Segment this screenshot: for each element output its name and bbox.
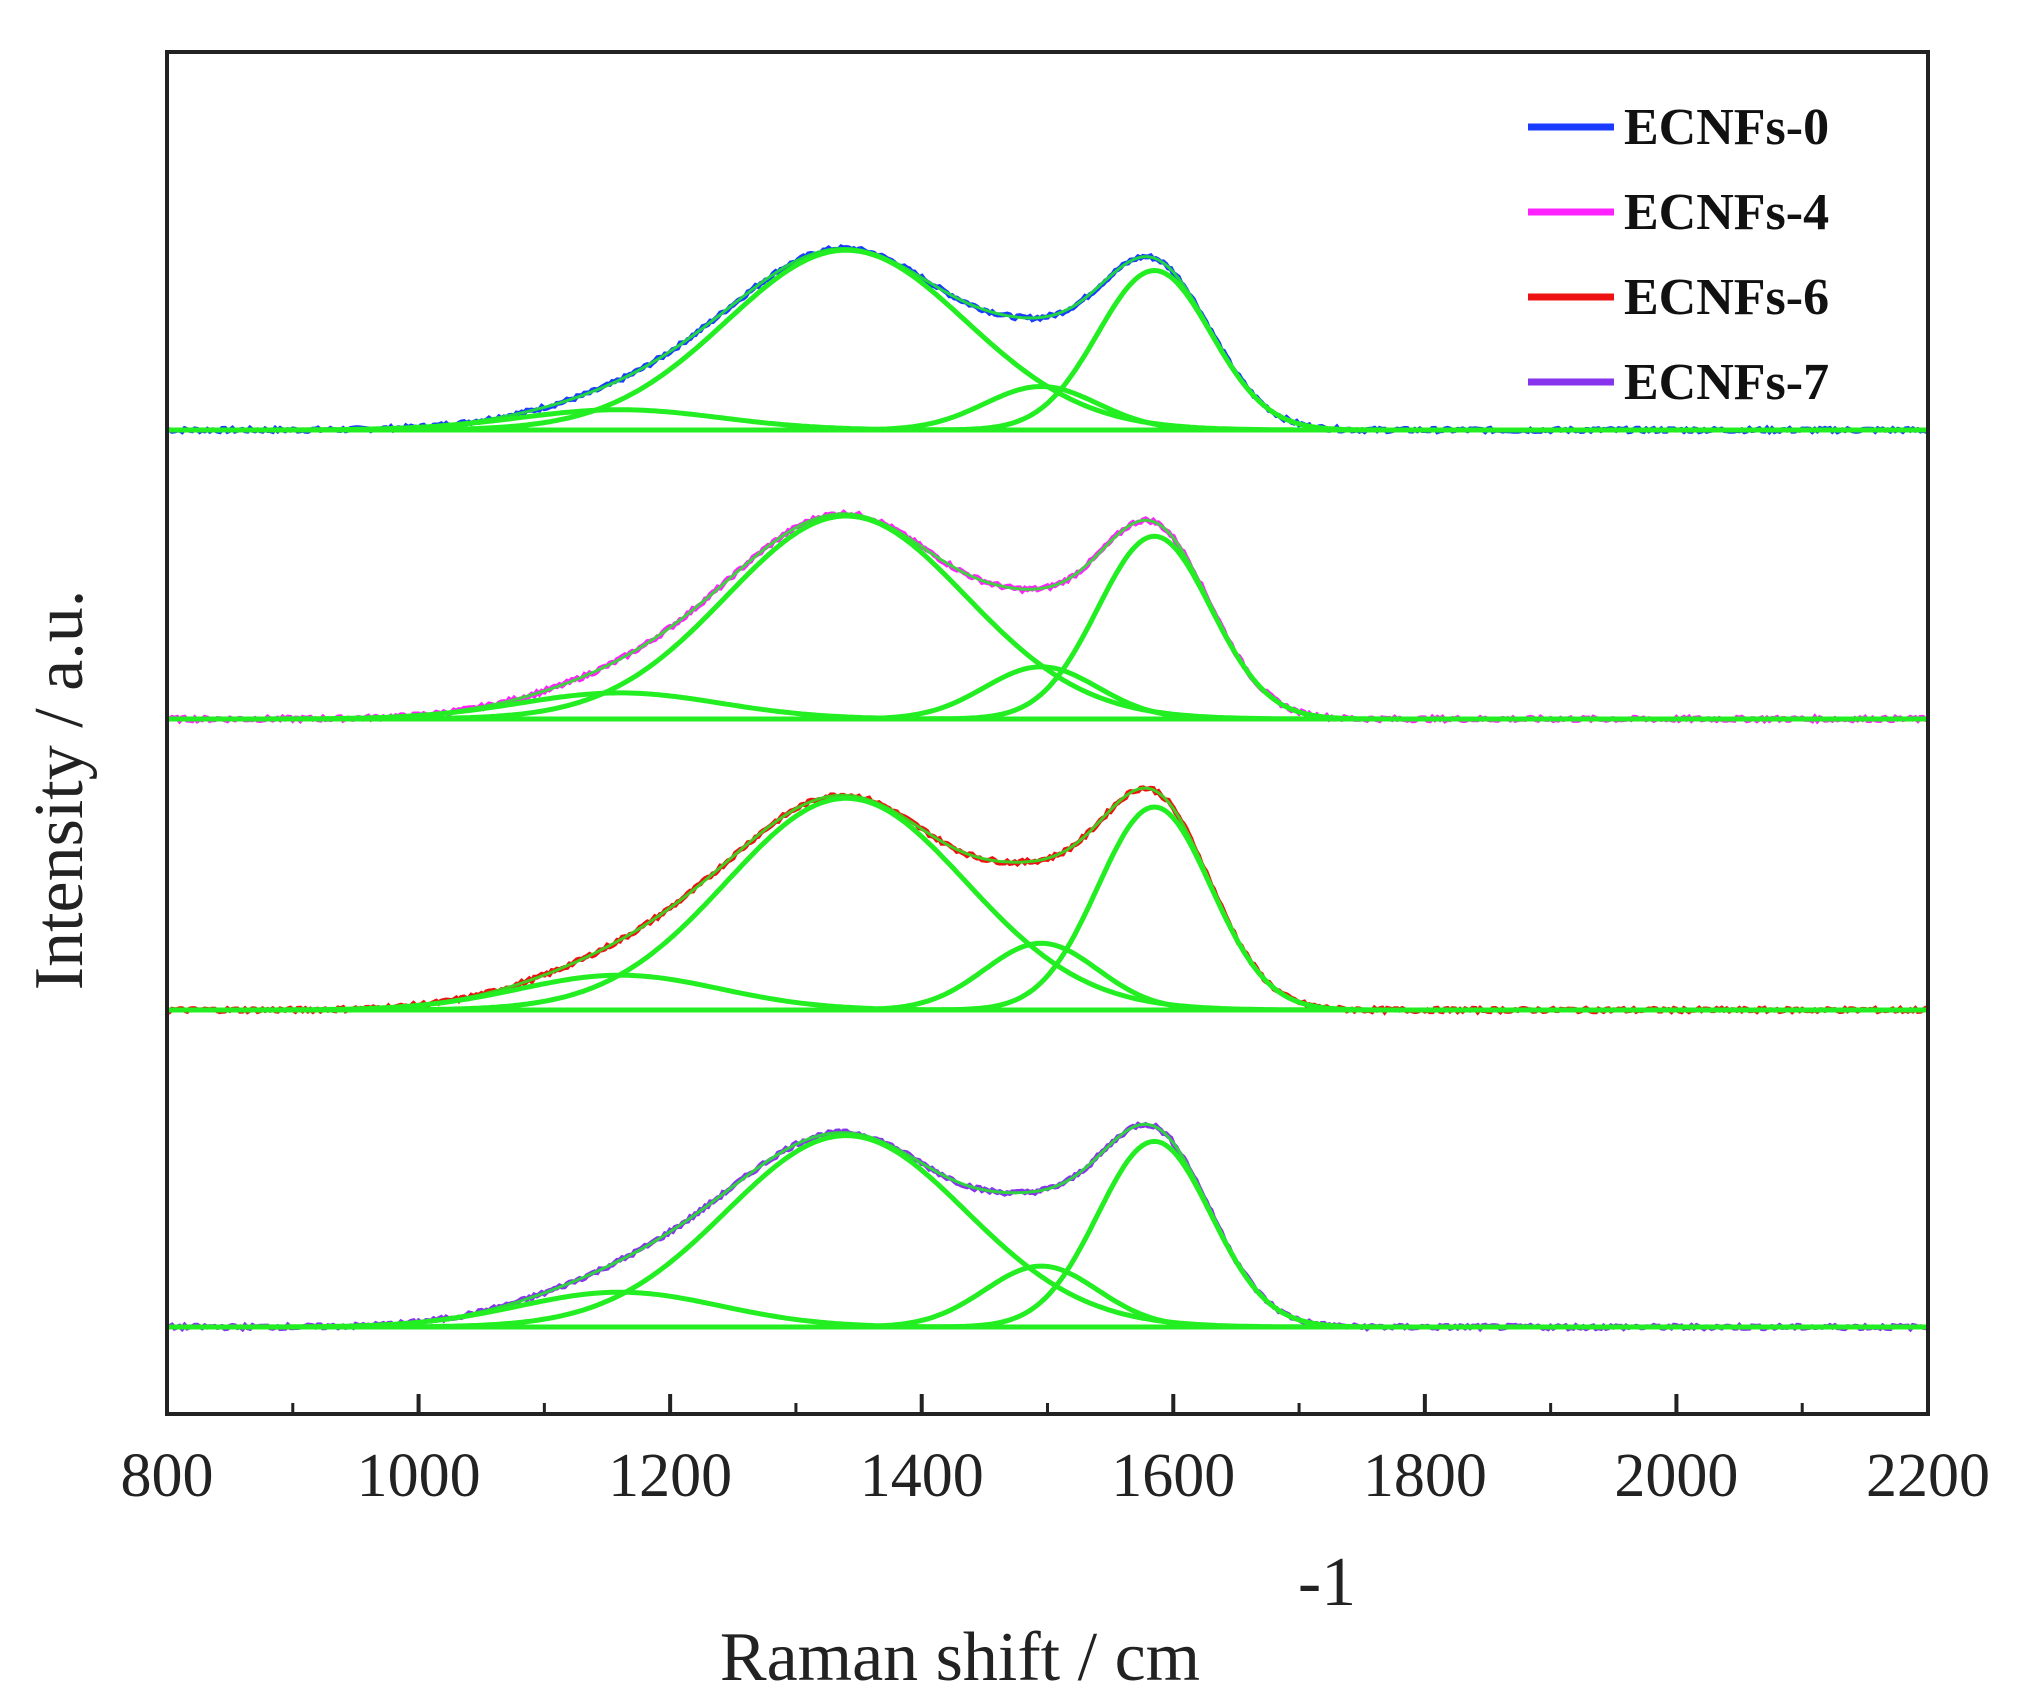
fit-sum-ECNFs-0 xyxy=(167,247,1928,432)
fit-d3-band-ECNFs-4 xyxy=(814,664,1268,722)
fit-sum-ECNFs-6 xyxy=(167,786,1928,1012)
y-axis-title: Intensity / a.u. xyxy=(21,590,98,990)
x-tick-label-2200: 2200 xyxy=(1866,1442,1990,1510)
spectrum-ECNFs-7 xyxy=(166,1121,1929,1333)
legend-label-ECNFs-4: ECNFs-4 xyxy=(1624,184,1829,241)
spectrum-ECNFs-4 xyxy=(166,509,1929,725)
spectrum-ECNFs-0 xyxy=(166,244,1930,436)
x-tick-label-1800: 1800 xyxy=(1363,1442,1487,1510)
x-tick-label-1400: 1400 xyxy=(860,1442,984,1510)
fit-d3-band-ECNFs-0 xyxy=(814,383,1268,433)
x-tick-label-800: 800 xyxy=(121,1442,214,1510)
legend-label-ECNFs-6: ECNFs-6 xyxy=(1624,269,1829,326)
legend-label-ECNFs-7: ECNFs-7 xyxy=(1624,354,1829,411)
fit-d3-band-ECNFs-7 xyxy=(814,1263,1268,1330)
x-tick-label-1000: 1000 xyxy=(357,1442,481,1510)
x-axis-unit-superscript: -1 xyxy=(1298,1544,1356,1621)
x-axis-title: Raman shift / cm xyxy=(720,1619,1200,1696)
legend-label-ECNFs-0: ECNFs-0 xyxy=(1624,99,1829,156)
x-tick-label-2000: 2000 xyxy=(1614,1442,1738,1510)
fit-sum-ECNFs-4 xyxy=(167,512,1928,721)
x-ticks: 800 1000 1200 1400 1600 1800 2000 2200 xyxy=(121,1394,1990,1510)
fit-sum-ECNFs-7 xyxy=(167,1122,1928,1329)
fit-g-band-ECNFs-7 xyxy=(928,1138,1381,1330)
fit-d-band-ECNFs-7 xyxy=(368,1133,1323,1330)
spectrum-ECNFs-6 xyxy=(165,785,1930,1016)
fit-d3-band-ECNFs-6 xyxy=(814,940,1268,1013)
fit-g-band-ECNFs-6 xyxy=(928,804,1381,1013)
legend: ECNFs-0 ECNFs-4 ECNFs-6 ECNFs-7 xyxy=(1528,99,1829,411)
series-layer xyxy=(165,244,1930,1333)
plot-frame xyxy=(165,50,1930,1416)
x-tick-label-1600: 1600 xyxy=(1111,1442,1235,1510)
x-tick-label-1200: 1200 xyxy=(608,1442,732,1510)
